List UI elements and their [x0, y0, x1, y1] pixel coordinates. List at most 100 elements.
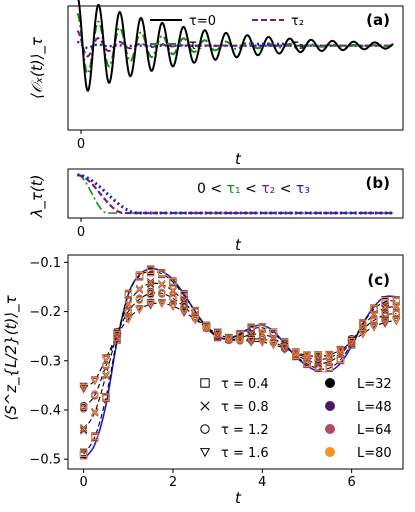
panel-c-legend: τ = 0.4 τ = 0.8 τ = 1.2 τ = 1.6 L=32 L=48 L=64…	[196, 372, 400, 464]
panel-c-point-triangle	[347, 340, 356, 348]
panel-c-point-square	[325, 363, 334, 372]
panel-c-point-square	[381, 297, 389, 305]
panel-c-ylabel: ⟨S^z_{L/2}(t)⟩_τ	[2, 294, 21, 420]
panel-a: 0 t ⟨𝒪ₓ(t)⟩_τ (a) τ=0 τ₁ τ₂ τ₃	[28, 0, 404, 168]
panel-c-point-triangle	[336, 347, 345, 355]
annotation-prefix: 0 <	[197, 181, 222, 197]
panel-c-xlabel: t	[235, 489, 242, 507]
panel-b: 0 t λ_τ(t) (b) 0 < τ₁ < τ₂ < τ₃	[28, 168, 404, 254]
panel-a-curves	[76, 0, 394, 92]
panel-c-point-x	[80, 424, 88, 432]
panel-c-point-x	[169, 288, 177, 296]
panel-a-xtick-label: 0	[77, 137, 85, 152]
panel-c-point-triangle	[291, 350, 300, 358]
panel-a-series-1	[76, 12, 394, 75]
panel-c-point-square	[91, 432, 99, 441]
panel-a-series-0	[77, 0, 394, 92]
panel-c-point-triangle	[358, 331, 367, 339]
legend-label-tau1: τ₁	[189, 38, 202, 53]
panel-c-point-triangle	[280, 346, 289, 355]
panel-c-point-triangle	[269, 342, 278, 350]
legend-label-tau0: τ=0	[189, 14, 216, 29]
legend-marker-x	[200, 401, 210, 411]
panel-c-point-square	[79, 449, 88, 457]
legend-size-dot	[325, 378, 335, 388]
legend-tau-label: τ = 1.6	[221, 446, 269, 461]
legend-size-label: L=80	[357, 446, 392, 461]
panel-c-point-x	[124, 301, 132, 309]
panel-b-xlabel: t	[235, 236, 242, 254]
panel-c-point-circle	[146, 291, 155, 299]
legend-tau-label: τ = 0.8	[221, 400, 269, 415]
panel-c-point-x	[370, 310, 378, 318]
panel-c-point-x	[80, 425, 88, 433]
panel-c-xtick-label: 4	[258, 475, 266, 490]
panel-a-label: (a)	[366, 11, 390, 29]
panel-c-fit-0	[83, 270, 397, 455]
panel-c-point-x	[314, 361, 322, 369]
panel-c-point-circle	[124, 307, 133, 315]
panel-c-point-x	[91, 409, 99, 417]
panel-a-frame	[67, 5, 404, 131]
panel-c-point-circle	[79, 405, 88, 413]
legend-size-label: L=64	[357, 423, 392, 438]
panel-c-point-square	[146, 266, 155, 274]
panel-c-point-triangle	[325, 351, 334, 359]
panel-c-ytick-label: −0.2	[29, 305, 61, 320]
panel-c-point-x	[147, 278, 155, 287]
panel-c-point-x	[80, 427, 88, 435]
panel-c-point-triangle	[392, 316, 401, 325]
panel-b-series-2	[77, 173, 394, 215]
panel-c-xtick-label: 6	[347, 475, 355, 490]
panel-c-axes: 0 2 4 6 −0.1 −0.2 −0.3 −0.4 −0.5	[29, 256, 355, 490]
panel-c-point-triangle	[168, 302, 178, 310]
panel-c-point-triangle	[180, 309, 189, 318]
panel-c-point-triangle	[336, 346, 345, 354]
legend-label-tau2: τ₂	[291, 14, 304, 29]
panel-c-point-triangle	[135, 306, 144, 315]
annotation-tau3: τ₃	[296, 181, 310, 197]
legend-size-dot	[325, 424, 335, 434]
panel-c-point-triangle	[101, 354, 111, 363]
legend-size-label: L=32	[357, 377, 392, 392]
panel-c-point-circle	[158, 289, 166, 297]
panel-c-point-square	[180, 291, 188, 299]
panel-b-ylabel: λ_τ(t)	[28, 175, 47, 219]
panel-c-point-triangle	[90, 376, 99, 385]
panel-b-frame	[67, 168, 404, 219]
panel-c-point-triangle	[135, 305, 144, 313]
panel-c-point-square	[135, 271, 144, 280]
legend-label-tau3: τ₃	[291, 38, 304, 53]
legend-size-dot	[325, 401, 335, 411]
panel-c-point-triangle	[79, 386, 88, 394]
panel-b-xtick-label: 0	[77, 225, 85, 240]
panel-c-point-triangle	[358, 330, 367, 338]
panel-c-point-triangle	[124, 315, 133, 323]
panel-c-fit-3	[83, 302, 397, 389]
panel-c-point-triangle	[381, 318, 390, 326]
panel-c-point-circle	[381, 310, 389, 318]
annotation-lt1: <	[245, 181, 257, 197]
panel-c-point-x	[147, 277, 155, 286]
panel-c-xtick-label: 2	[169, 475, 177, 490]
panel-c-ytick-label: −0.4	[29, 403, 61, 418]
panel-c-point-triangle	[280, 344, 289, 352]
panel-c-point-triangle	[269, 340, 278, 349]
annotation-tau2: τ₂	[261, 181, 275, 197]
panel-a-xlabel: t	[235, 150, 242, 168]
panel-c-point-x	[158, 281, 166, 289]
panel-c-point-triangle	[202, 324, 211, 333]
panel-c-point-square	[247, 324, 255, 333]
panel-c-point-circle	[91, 391, 99, 399]
legend-size-label: L=48	[357, 400, 392, 415]
panel-c-point-triangle	[247, 337, 256, 345]
panel-c-point-triangle	[191, 317, 200, 325]
panel-c-point-square	[124, 290, 132, 298]
panel-c-point-triangle	[302, 353, 312, 361]
panel-c-point-x	[124, 300, 132, 308]
panel-c-point-triangle	[314, 354, 323, 363]
panel-c-point-square	[169, 277, 177, 286]
panel-c-point-triangle	[347, 338, 356, 346]
legend-tau-label: τ = 0.4	[221, 377, 269, 392]
panel-c-point-triangle	[369, 323, 379, 331]
